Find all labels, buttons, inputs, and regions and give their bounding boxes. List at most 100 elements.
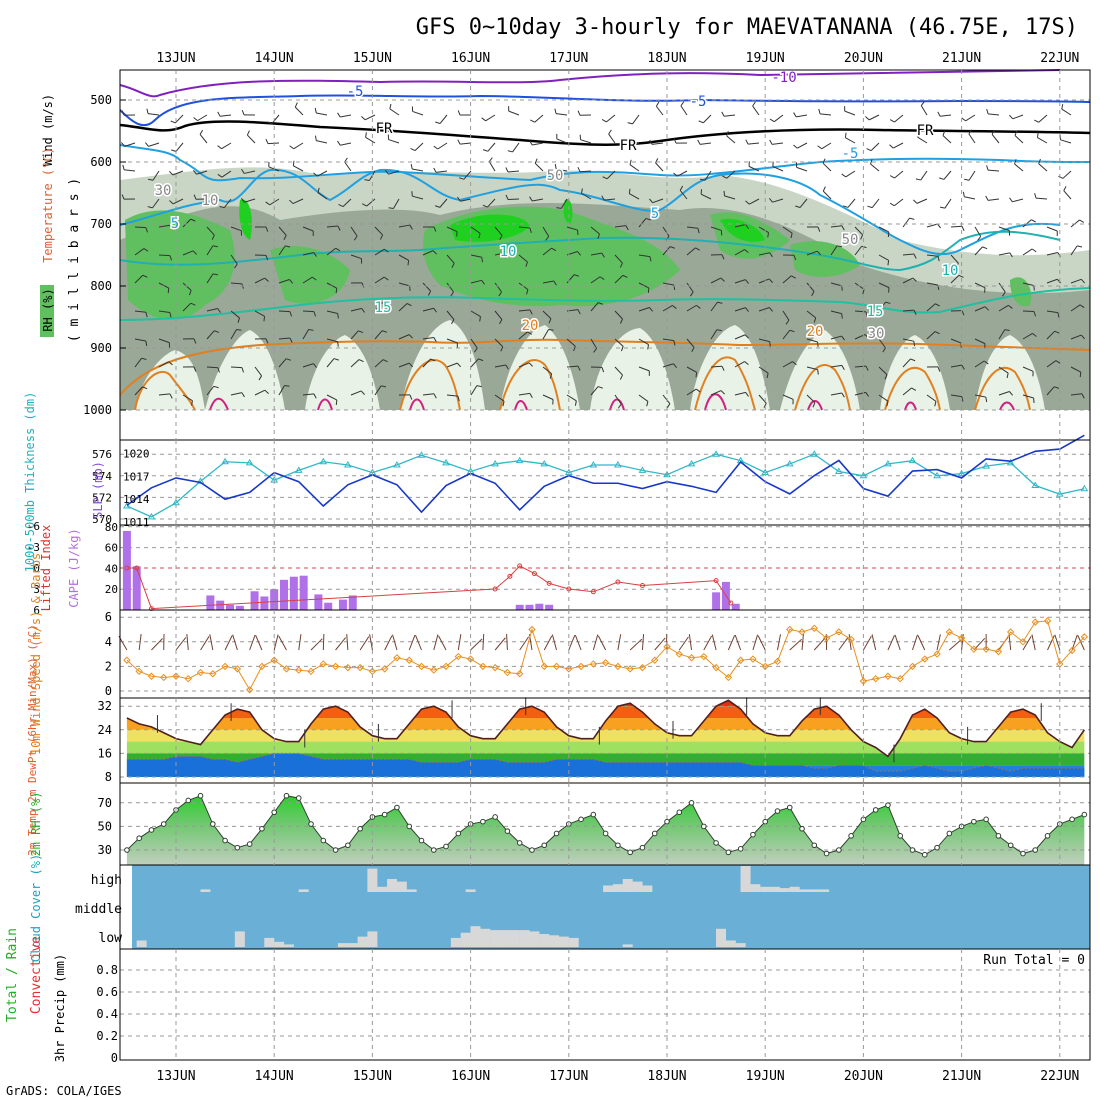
wind-barb bbox=[1070, 393, 1082, 396]
thickness-point bbox=[343, 461, 352, 468]
wind-barb bbox=[398, 224, 410, 228]
rh-point bbox=[934, 844, 940, 851]
wind-barb bbox=[542, 310, 552, 319]
wind-barb bbox=[662, 363, 674, 368]
wind-barb bbox=[254, 389, 266, 396]
wind-barb-flag bbox=[169, 255, 172, 261]
wind-barb bbox=[518, 362, 530, 368]
wind-barb-flag bbox=[961, 396, 964, 402]
wind-barb-flag bbox=[410, 148, 416, 152]
wind-barb-flag bbox=[308, 329, 314, 331]
wind10m-barb bbox=[384, 635, 393, 651]
wind-barb bbox=[950, 364, 962, 368]
wind-barb-flag bbox=[913, 253, 917, 259]
wind-barb-flag bbox=[917, 132, 920, 138]
wind-barb bbox=[278, 245, 286, 256]
wind10m-barb bbox=[175, 637, 187, 651]
wind-barb bbox=[847, 198, 856, 208]
wind-barb-flag bbox=[1057, 312, 1060, 318]
wind-barb bbox=[389, 108, 400, 116]
cloud-bar bbox=[367, 868, 378, 892]
contour-label: 30 bbox=[868, 326, 885, 342]
wind-barb-flag bbox=[1080, 278, 1086, 284]
wind-barb-flag bbox=[380, 234, 384, 240]
wind-barb-flag bbox=[1077, 245, 1083, 248]
wind-barb bbox=[344, 161, 352, 172]
wind-barb bbox=[749, 198, 760, 205]
cloud-bar bbox=[603, 885, 614, 892]
wind-barb bbox=[436, 170, 448, 173]
wind-barb bbox=[1070, 278, 1082, 284]
wind-barb bbox=[508, 110, 520, 116]
wind-barb-flag bbox=[529, 196, 533, 202]
wind-barb-flag bbox=[146, 108, 149, 114]
wind10m-barb bbox=[322, 633, 325, 651]
wind-barb bbox=[254, 366, 262, 377]
date-label-bottom: 19JUN bbox=[746, 1069, 785, 1084]
wind-barb bbox=[398, 303, 408, 312]
wind-barb-flag bbox=[361, 203, 367, 207]
wind-barb bbox=[998, 226, 1010, 232]
wind10m-point bbox=[282, 665, 291, 673]
rh-region bbox=[239, 199, 766, 242]
rh-point bbox=[946, 830, 953, 837]
thickness-point bbox=[712, 450, 720, 457]
cape-tick: 20 bbox=[105, 583, 118, 596]
wind-barb-flag bbox=[617, 403, 622, 409]
wind-barb bbox=[878, 301, 886, 312]
temp-tick: 16 bbox=[98, 746, 112, 760]
date-label-top: 13JUN bbox=[156, 51, 195, 66]
wind-barb bbox=[494, 282, 502, 293]
wind-barb-flag bbox=[1054, 330, 1060, 334]
wind-barb-flag bbox=[991, 129, 996, 135]
wind-barb-flag bbox=[655, 158, 659, 164]
wind-barb-flag bbox=[1031, 219, 1036, 223]
rh-point bbox=[504, 828, 511, 834]
wind10m-barb bbox=[457, 634, 462, 651]
wind-barb bbox=[148, 113, 160, 116]
wind10m-point bbox=[675, 650, 683, 658]
wind-barb-flag bbox=[551, 247, 557, 252]
wind10m-barb bbox=[415, 634, 422, 651]
wind-barb-flag bbox=[1008, 304, 1013, 309]
date-label-bottom: 13JUN bbox=[156, 1069, 195, 1084]
wind-barb-flag bbox=[144, 142, 149, 147]
thickness-point bbox=[245, 458, 254, 466]
wind-barb bbox=[463, 170, 472, 180]
temperature-contour bbox=[119, 120, 1091, 146]
wind-barb-flag bbox=[241, 392, 245, 398]
wind-barb-flag bbox=[530, 119, 535, 123]
rh-point bbox=[381, 811, 388, 818]
cloud-bar bbox=[789, 886, 800, 892]
wind-barb-flag bbox=[791, 275, 796, 279]
thickness-point bbox=[589, 461, 598, 468]
wind-barb-flag bbox=[432, 250, 437, 255]
wind-barb-flag bbox=[191, 400, 193, 406]
wind-barb bbox=[223, 198, 232, 209]
wind-barb bbox=[470, 358, 479, 368]
wind-barb bbox=[542, 329, 549, 340]
wind10m-barb bbox=[948, 639, 962, 651]
li-tick: -3 bbox=[27, 541, 40, 554]
rh2m-series bbox=[124, 792, 1088, 858]
wind10m-barb bbox=[359, 636, 370, 651]
wind-barb-flag bbox=[577, 309, 581, 315]
wind10m-point bbox=[515, 670, 524, 678]
wind-barb-flag bbox=[289, 199, 294, 204]
wind-barb-flag bbox=[169, 170, 174, 176]
wind-barb bbox=[566, 394, 577, 402]
wind-barb bbox=[271, 114, 280, 124]
wind-barb-flag bbox=[169, 312, 172, 318]
wind10m-barb bbox=[789, 638, 802, 651]
wind-tick: 2 bbox=[105, 659, 112, 673]
wind-barb bbox=[965, 114, 976, 122]
rh-point bbox=[786, 804, 793, 811]
wind-tick: 4 bbox=[105, 635, 112, 649]
pressure-axis: 500 600 700 800 900 1000 bbox=[83, 93, 126, 417]
wind-barb-flag bbox=[337, 112, 341, 118]
wind-barb-flag bbox=[409, 224, 413, 230]
wind-barb bbox=[902, 309, 915, 312]
wind-barb-flag bbox=[267, 121, 273, 124]
wind-barb-flag bbox=[1008, 114, 1014, 120]
wind-barb bbox=[590, 386, 599, 396]
